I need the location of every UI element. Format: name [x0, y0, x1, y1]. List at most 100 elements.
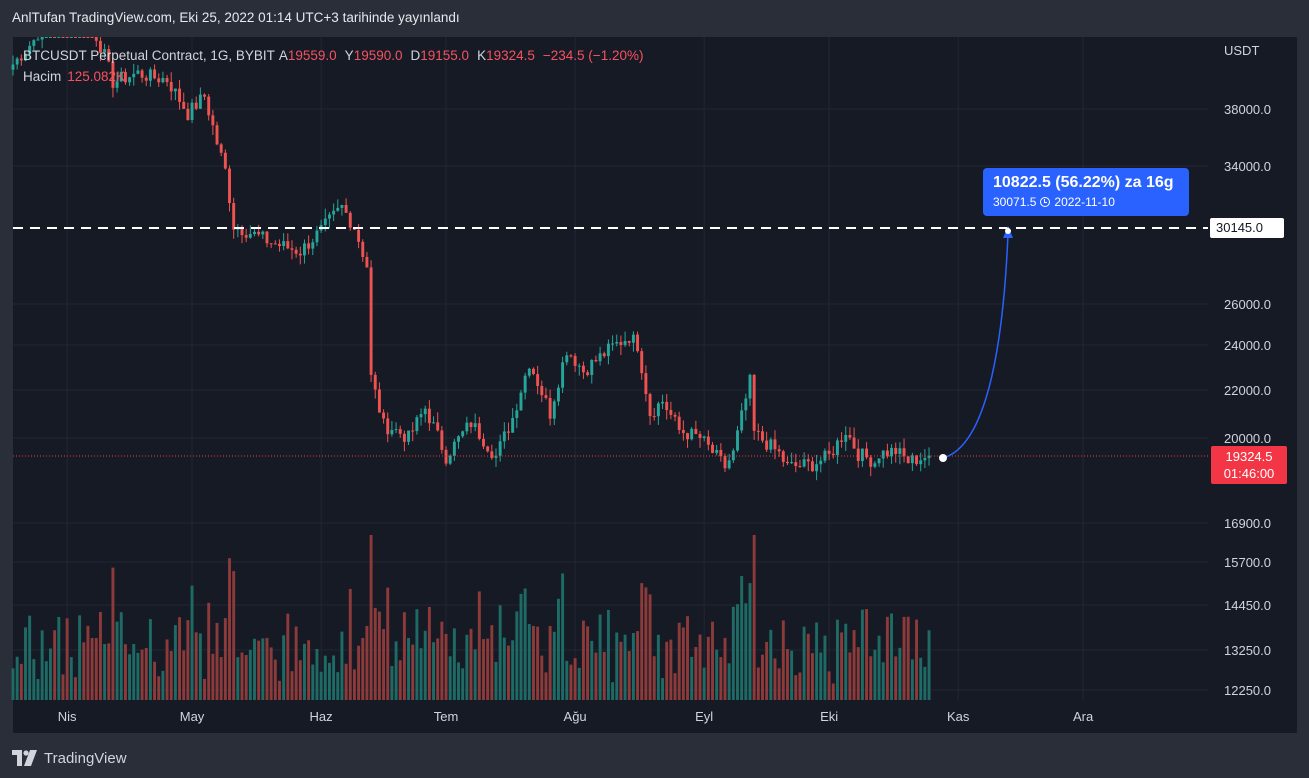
- volume-bar: [619, 641, 623, 700]
- candle-body: [565, 355, 569, 363]
- volume-bar: [178, 617, 182, 700]
- candle-body: [57, 37, 61, 38]
- candle-body: [215, 125, 219, 145]
- volume-value: 125.082K: [67, 69, 126, 84]
- candle-body: [860, 448, 864, 461]
- volume-bar: [819, 652, 823, 700]
- candle-body: [802, 459, 806, 467]
- volume-bar: [15, 656, 19, 700]
- candle-body: [219, 144, 223, 153]
- candle-body: [644, 373, 648, 395]
- candle-body: [161, 78, 165, 83]
- candle-body: [910, 455, 914, 464]
- volume-bar: [615, 632, 619, 700]
- volume-bar: [211, 653, 215, 700]
- volume-bar: [652, 656, 656, 700]
- volume-bar: [244, 655, 248, 700]
- volume-bar: [748, 583, 752, 700]
- volume-bar: [182, 650, 186, 700]
- volume-bar: [773, 658, 777, 700]
- candle-body: [19, 58, 23, 61]
- candle-body: [369, 267, 373, 375]
- price-tick-label: 12250.0: [1224, 683, 1271, 698]
- candle-body: [711, 444, 714, 453]
- candle-body: [556, 387, 560, 402]
- volume-bar: [756, 667, 760, 700]
- volume-bar: [361, 637, 365, 700]
- volume-bar: [69, 657, 73, 700]
- forecast-start-dot: [939, 454, 947, 462]
- candle-body: [361, 241, 365, 257]
- candle-body: [731, 450, 735, 461]
- volume-bar: [440, 621, 444, 700]
- volume-bar: [407, 638, 411, 700]
- volume-bar: [673, 673, 677, 700]
- volume-bar: [19, 663, 23, 700]
- candle-body: [727, 460, 731, 469]
- volume-bar: [357, 645, 361, 700]
- candle-body: [111, 61, 115, 88]
- candle-body: [203, 94, 206, 97]
- candle-body: [411, 430, 415, 432]
- volume-bar: [298, 660, 302, 700]
- candle-body: [348, 212, 352, 228]
- candle-body: [507, 431, 510, 433]
- volume-bar: [548, 626, 552, 700]
- volume-bar: [923, 666, 927, 700]
- volume-bar: [273, 659, 277, 700]
- candle-body: [144, 77, 148, 81]
- candle-body: [165, 78, 169, 83]
- volume-bars: [11, 535, 931, 700]
- candle-body: [740, 410, 744, 431]
- tradingview-footer[interactable]: TradingView: [12, 744, 127, 772]
- candle-body: [157, 78, 161, 83]
- volume-bar: [507, 645, 510, 700]
- time-tick-label: Tem: [434, 709, 459, 724]
- candle-body: [173, 88, 177, 92]
- candle-body: [840, 440, 844, 442]
- volume-bar: [731, 606, 735, 700]
- candle-body: [123, 72, 127, 83]
- volume-bar: [765, 641, 769, 700]
- candle-body: [24, 53, 27, 61]
- volume-bar: [648, 594, 652, 700]
- candles: [11, 37, 931, 481]
- chart-frame[interactable]: [12, 36, 1298, 734]
- candle-body: [452, 441, 456, 456]
- volume-bar: [390, 666, 394, 700]
- volume-bar: [148, 619, 152, 700]
- horizontal-line-price-tag[interactable]: 30145.0: [1210, 218, 1284, 238]
- candle-body: [906, 456, 910, 464]
- candle-body: [765, 440, 769, 450]
- candle-body: [690, 428, 694, 440]
- candle-body: [311, 242, 315, 249]
- volume-bar: [103, 644, 107, 700]
- candle-body: [561, 362, 565, 388]
- volume-bar: [253, 638, 256, 700]
- volume-bar: [532, 625, 535, 700]
- volume-bar: [340, 631, 344, 700]
- volume-bar: [915, 619, 918, 700]
- volume-bar: [186, 620, 190, 700]
- candle-body: [544, 395, 548, 398]
- candle-body: [36, 39, 40, 41]
- volume-bar: [823, 635, 827, 700]
- volume-bar: [294, 626, 298, 700]
- forecast-end-dot: [1005, 228, 1011, 234]
- candle-body: [65, 37, 69, 38]
- volume-bar: [457, 662, 460, 700]
- candle-body: [90, 37, 94, 38]
- close-label: K: [477, 48, 487, 63]
- candle-body: [407, 430, 411, 442]
- price-axis: 38000.0 34000.0 26000.0 24000.0 22000.0 20000…: [1224, 102, 1271, 698]
- volume-bar: [631, 633, 635, 700]
- volume-bar: [402, 612, 406, 700]
- volume-bar: [781, 620, 785, 700]
- price-tick-label: 26000.0: [1224, 297, 1271, 312]
- candle-body: [465, 422, 469, 432]
- volume-bar: [269, 647, 273, 700]
- forecast-label[interactable]: 10822.5 (56.22%) za 16g 30071.5 2022-11-…: [983, 168, 1189, 216]
- volume-bar: [815, 622, 819, 700]
- volume-bar: [369, 535, 373, 700]
